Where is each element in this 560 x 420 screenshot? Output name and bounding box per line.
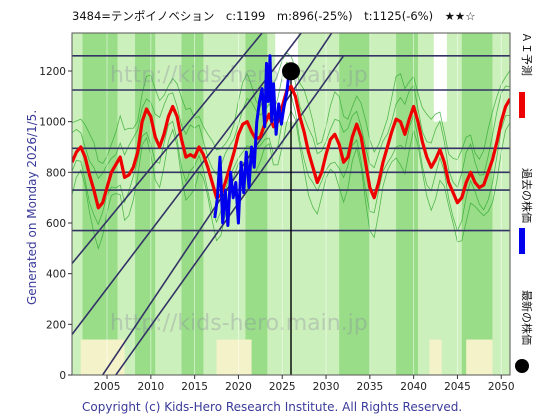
x-tick-label: 2035	[356, 381, 383, 393]
x-tick-label: 2030	[313, 381, 340, 393]
trend-line	[101, 33, 333, 375]
y-tick-label: 200	[46, 319, 66, 331]
green-band	[461, 33, 493, 375]
y-tick-label: 1000	[39, 117, 66, 129]
legend-ai-swatch	[519, 92, 525, 118]
watermark-top: http://kids-hero.main.jp	[110, 63, 368, 88]
legend-past-swatch	[519, 228, 525, 254]
generated-label: Generated on Monday 2026/1/5.	[25, 110, 39, 305]
trend-line	[72, 33, 264, 265]
axes: 2005 2010 2015 2020 2025 2030 2035 2040 2045 2050…	[39, 32, 515, 393]
plot-frame	[71, 32, 511, 376]
legend-latest-label: 最新の株価	[520, 290, 534, 345]
y-tick-label: 0	[59, 370, 66, 382]
y-tick-label: 1200	[39, 66, 66, 78]
y-tick-label: 800	[46, 167, 66, 179]
watermark-bottom: http://kids-hero.main.jp	[110, 311, 368, 336]
latest-price-point	[282, 62, 300, 81]
chart-title: 3484=テンポイノベション c:1199 m:896(-25%) t:1125…	[72, 9, 476, 23]
legend-ai-label: ＡＩ予測	[520, 32, 534, 76]
x-tick-label: 2020	[225, 381, 252, 393]
yellow-band	[216, 339, 252, 375]
x-tick-label: 2010	[137, 381, 164, 393]
y-tick-label: 600	[46, 218, 66, 230]
green-band	[396, 33, 419, 375]
series-ai-line	[72, 84, 510, 210]
x-tick-label: 2045	[444, 381, 471, 393]
series-past-line	[213, 54, 291, 227]
white-band	[433, 33, 447, 122]
x-tick-label: 2050	[488, 381, 515, 393]
y-tick-label: 400	[46, 269, 66, 281]
legend-past-label: 過去の株価	[520, 168, 534, 223]
yellow-band	[80, 339, 125, 375]
copyright: Copyright (c) Kids-Hero Research Institu…	[82, 400, 462, 414]
x-tick-label: 2005	[94, 381, 121, 393]
x-tick-label: 2025	[269, 381, 296, 393]
yellow-band	[429, 339, 442, 375]
x-tick-label: 2040	[400, 381, 427, 393]
trend-line	[72, 33, 303, 335]
x-tick-label: 2015	[181, 381, 208, 393]
legend: ＡＩ予測 過去の株価 最新の株価	[515, 32, 534, 373]
green-band	[181, 33, 204, 375]
legend-latest-dot	[515, 359, 529, 373]
green-band	[245, 33, 268, 375]
plot-series	[72, 54, 510, 227]
yellow-band	[466, 339, 493, 375]
